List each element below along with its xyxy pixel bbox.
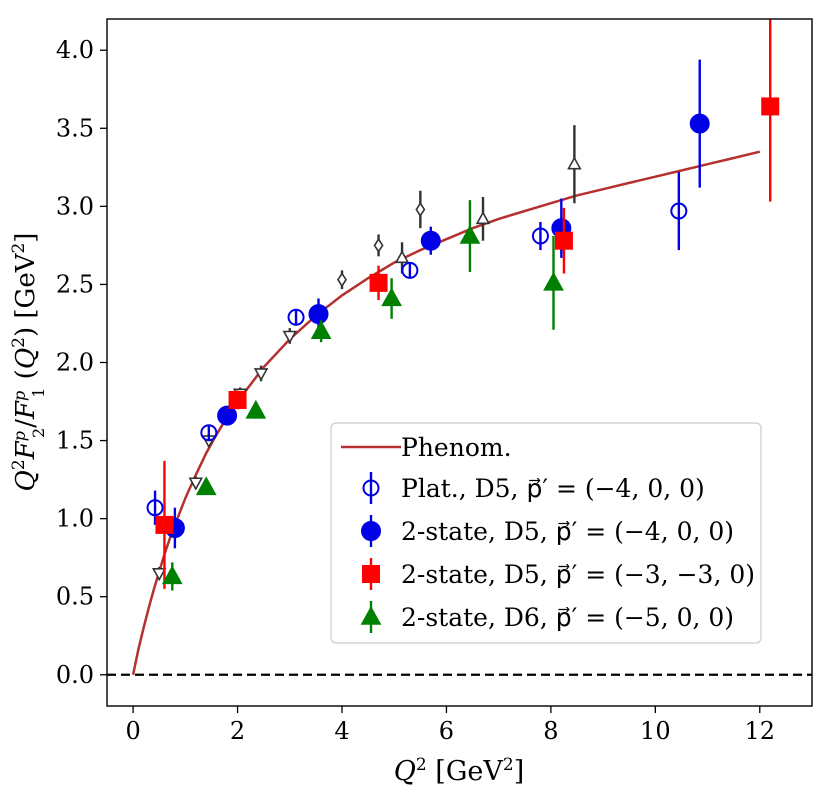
data-point [369, 273, 388, 292]
x-tick-label: 12 [745, 717, 776, 745]
y-axis-title: Q2Fp2/Fp1 (Q2) [GeV2] [9, 233, 48, 492]
legend-entry-2state-d5-b: 2-state, D5, p⃗′ = (−3, −3, 0) [362, 558, 755, 590]
legend-box [330, 422, 762, 644]
series-3 [161, 200, 564, 591]
x-tick-label: 0 [125, 717, 140, 745]
legend-entry-phenom: Phenom. [341, 433, 512, 462]
legend-label-phenom: Phenom. [401, 433, 512, 462]
x-tick-label: 8 [543, 717, 558, 745]
data-point [420, 230, 441, 251]
data-point [475, 210, 491, 225]
series-0 [146, 172, 688, 525]
y-tick-label: 3.5 [56, 114, 94, 142]
legend-marker-symbol [362, 479, 380, 497]
y-tick-label: 0.5 [56, 583, 94, 611]
data-point [761, 97, 780, 116]
data-point [401, 261, 419, 279]
plot-area [107, 19, 812, 676]
y-tick-label: 4.0 [56, 36, 94, 64]
legend-marker-symbol [361, 521, 381, 541]
axis-ticks: 0 2 4 6 8 10 12 0.0 0.5 1.0 1.5 2.0 2.5 3.0 3.5 4.0 [56, 36, 775, 745]
legend-marker-2state-d5-b [362, 558, 380, 590]
data-point [308, 304, 329, 325]
data-point [155, 515, 174, 534]
y-tick-label: 2.0 [56, 349, 94, 377]
data-point [161, 565, 183, 585]
data-point [200, 424, 218, 442]
legend-entry-2state-d6: 2-state, D6, p⃗′ = (−5, 0, 0) [360, 601, 734, 633]
y-tick-label: 0.0 [56, 661, 94, 689]
data-point [195, 476, 217, 496]
data-point [337, 272, 347, 288]
x-tick-label: 2 [230, 717, 245, 745]
legend-marker-plat-d5 [362, 472, 380, 504]
y-tick-label: 1.5 [56, 427, 94, 455]
axes-frame [106, 18, 813, 707]
y-tick-label: 3.0 [56, 192, 94, 220]
data-point [381, 287, 402, 307]
legend-label-2state-d5-b: 2-state, D5, p⃗′ = (−3, −3, 0) [401, 560, 755, 589]
background-series-1 [337, 190, 426, 290]
x-tick-label: 4 [334, 717, 349, 745]
legend-label-2state-d6: 2-state, D6, p⃗′ = (−5, 0, 0) [401, 603, 734, 632]
legend-marker-symbol [362, 565, 380, 583]
data-point [670, 202, 688, 220]
legend-entry-plat-d5: Plat., D5, p⃗′ = (−4, 0, 0) [362, 472, 705, 504]
data-point [415, 201, 426, 218]
data-point [394, 250, 410, 264]
data-point [146, 499, 164, 517]
data-point [151, 568, 167, 582]
x-axis-title: Q2 [GeV2] [394, 755, 525, 787]
data-point [282, 330, 298, 344]
data-point [531, 227, 549, 245]
data-point [253, 368, 269, 382]
data-point [217, 405, 238, 426]
data-point [373, 237, 384, 254]
legend-label-2state-d5-a: 2-state, D5, p⃗′ = (−4, 0, 0) [401, 517, 734, 546]
legend: Phenom. Plat., D5, p⃗′ = (−4, 0, 0) 2-st… [330, 422, 762, 644]
data-point [543, 271, 564, 291]
data-point [287, 308, 305, 326]
data-point [228, 390, 247, 409]
series-1 [164, 59, 710, 549]
legend-label-plat-d5: Plat., D5, p⃗′ = (−4, 0, 0) [401, 474, 705, 503]
x-tick-label: 6 [439, 717, 454, 745]
data-point [554, 231, 573, 250]
legend-entry-2state-d5-a: 2-state, D5, p⃗′ = (−4, 0, 0) [361, 515, 734, 547]
y-tick-label: 2.5 [56, 270, 94, 298]
legend-marker-symbol [360, 605, 382, 625]
data-point [567, 156, 582, 170]
data-point [188, 477, 204, 491]
legend-marker-2state-d6 [360, 601, 382, 633]
data-point [459, 224, 481, 244]
data-point [245, 399, 267, 419]
data-point [310, 320, 332, 339]
x-tick-label: 10 [640, 717, 671, 745]
data-point [689, 113, 710, 134]
series-2 [155, 19, 780, 589]
legend-marker-2state-d5-a [361, 515, 381, 547]
y-tick-label: 1.0 [56, 505, 94, 533]
